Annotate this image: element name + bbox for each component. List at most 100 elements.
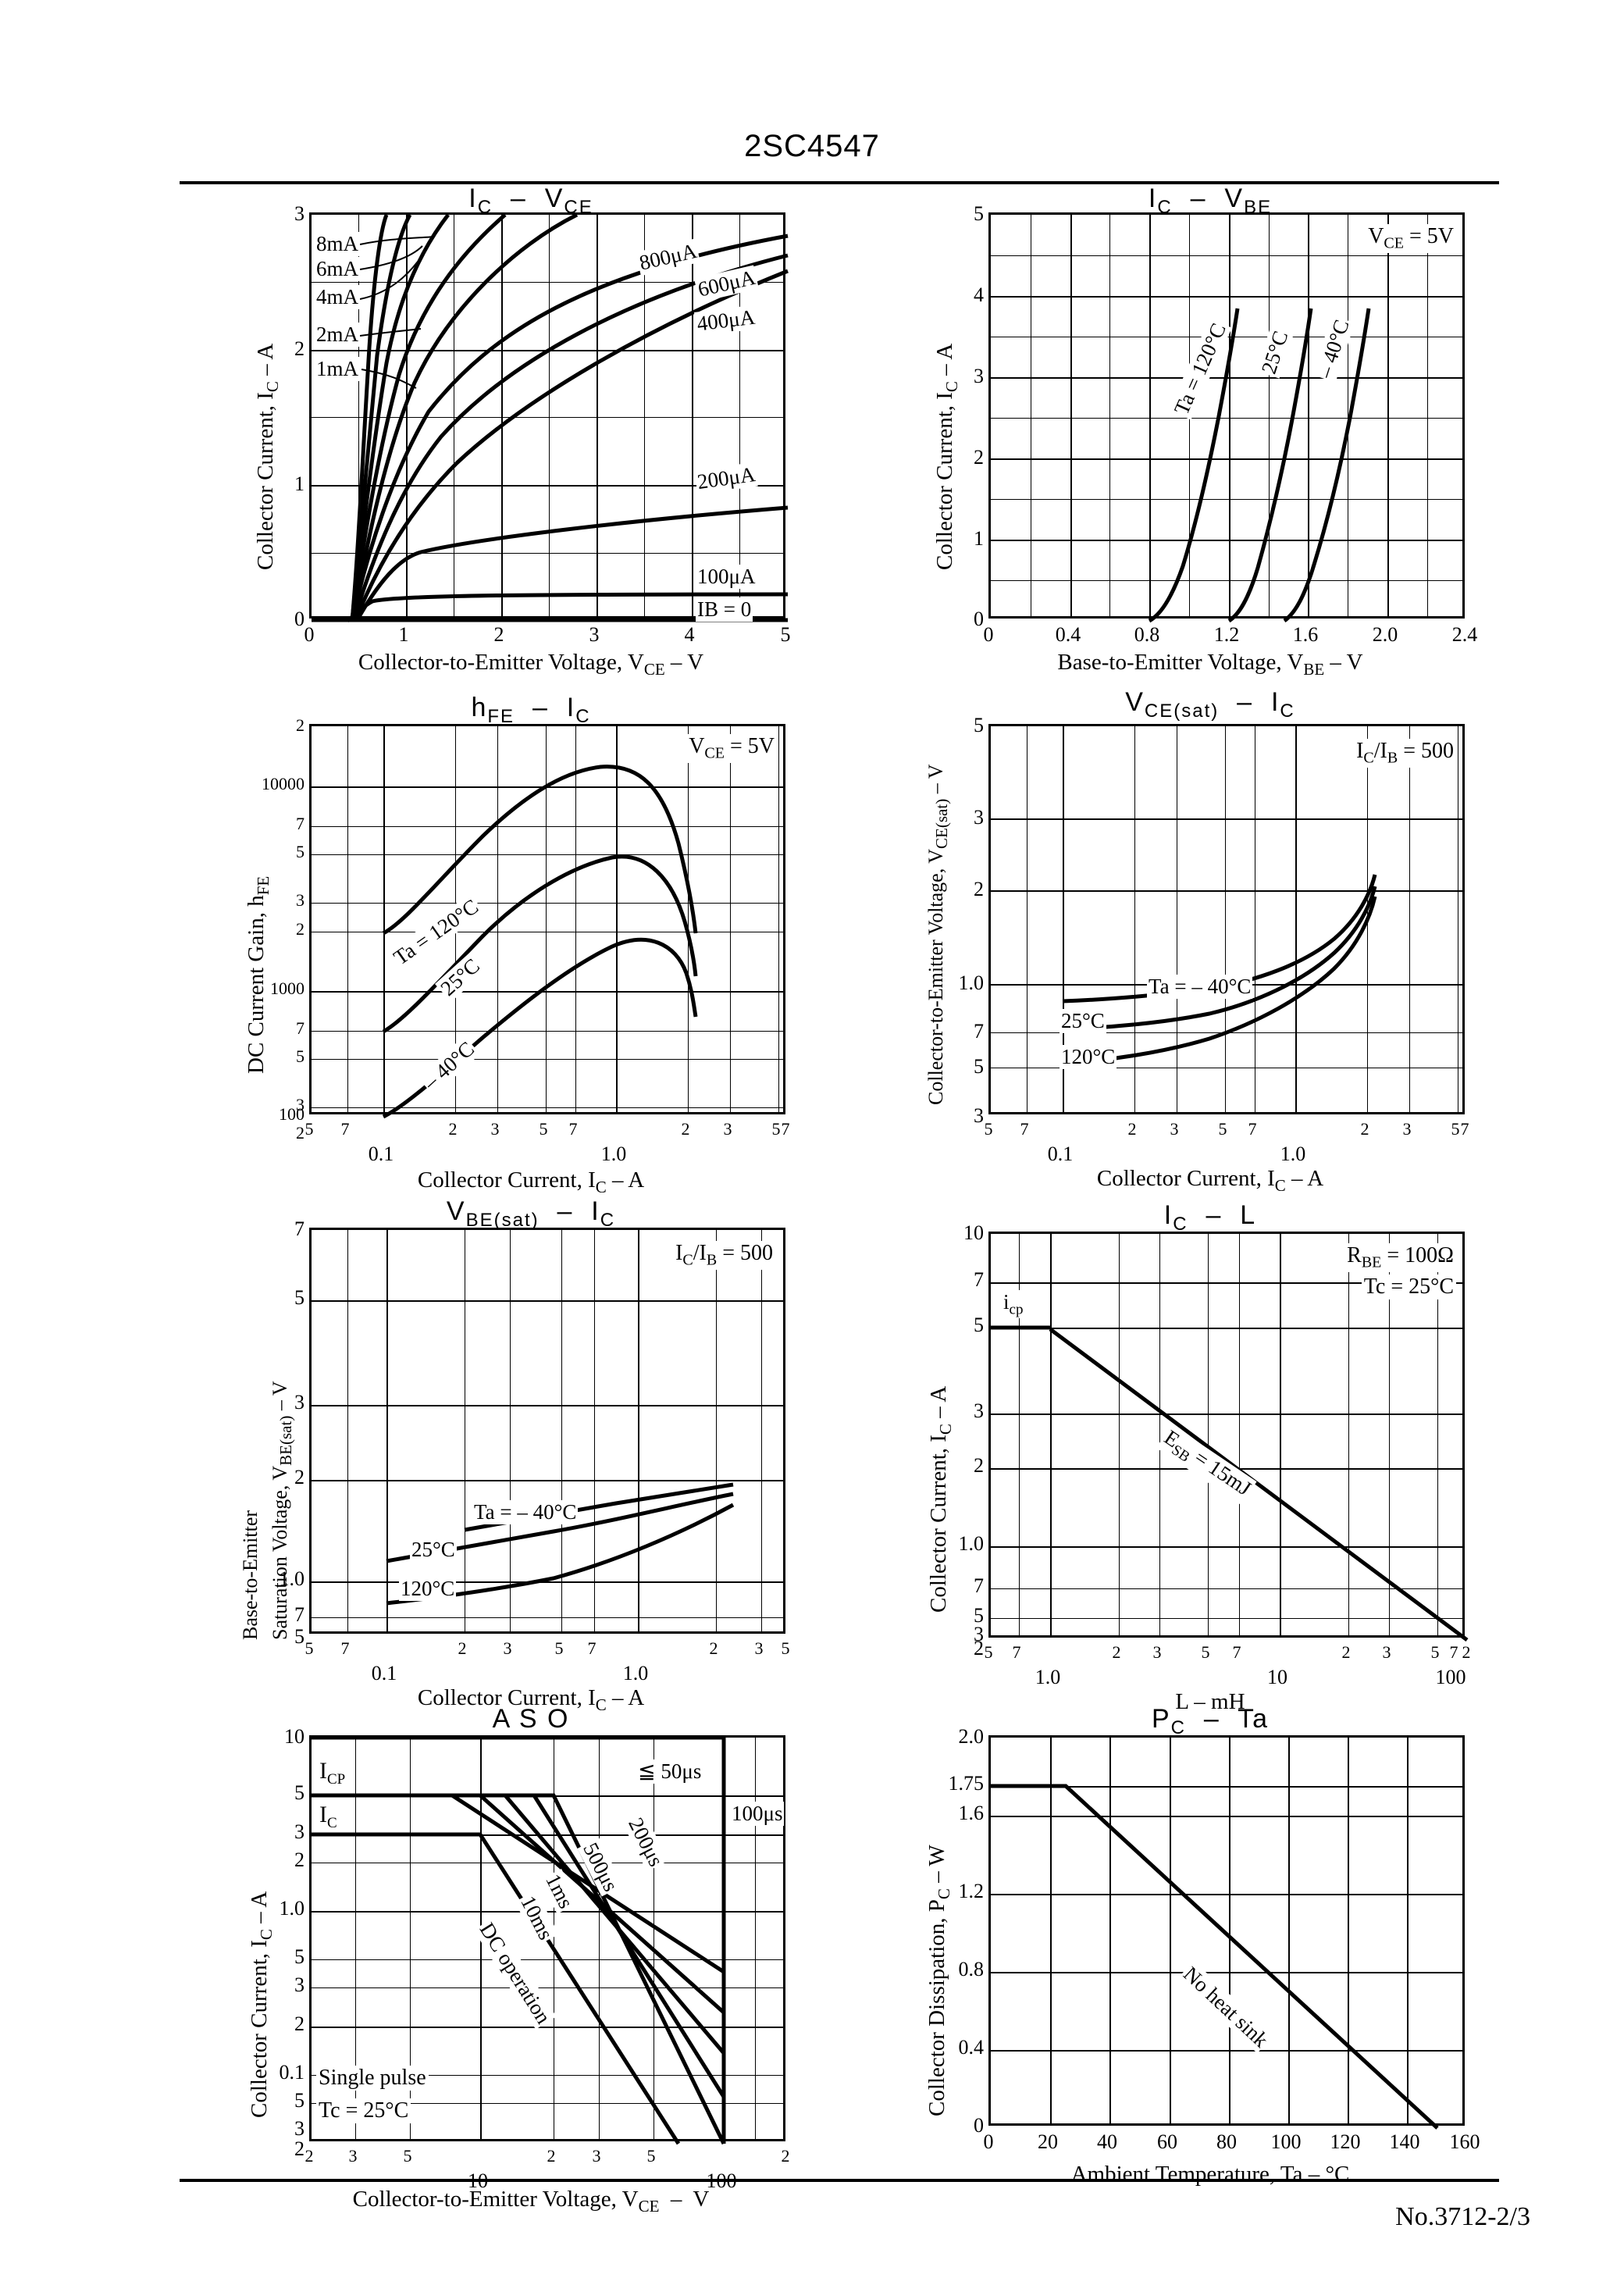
ytick: 5 (296, 1046, 304, 1066)
xtick: 5 (1451, 1119, 1460, 1139)
xtick: 7 (1020, 1119, 1029, 1139)
xtick: 2 (1127, 1119, 1137, 1139)
y-axis-label: DC Current Gain, hFE (244, 875, 272, 1074)
xtick: 2.0 (1372, 623, 1398, 646)
ytick: 1 (294, 472, 304, 495)
plot-area: 8mA 6mA 4mA 2mA 1mA 800μA 600μA 400μA 20… (309, 212, 789, 622)
ytick: 1.0 (279, 1567, 305, 1590)
y-axis-label: Collector Current, IC – A (253, 343, 282, 570)
ytick: 5 (974, 714, 984, 736)
ytick: 3 (974, 365, 984, 387)
curve-label-50us: ≦ 50μs (636, 1759, 703, 1784)
xtick: 0.1 (371, 1662, 397, 1684)
y-axis-label: Collector Current, IC – A (932, 343, 961, 570)
condition-note-2: Tc = 25°C (1361, 1274, 1456, 1299)
xtick: 7 (1460, 1119, 1469, 1139)
x-axis-label: Collector Current, IC – A (417, 1168, 645, 1196)
chart-aso: A S O ICP IC ≦ 50μs 100μs (234, 1704, 828, 2216)
ytick: 3 (294, 1391, 304, 1414)
condition-note-2: Tc = 25°C (316, 2098, 411, 2123)
xtick: 0 (983, 623, 994, 646)
xtick: 2.4 (1451, 623, 1478, 646)
xtick: 5 (403, 2146, 412, 2166)
ytick: 3 (974, 806, 984, 829)
xtick: 5 (1201, 1642, 1210, 1662)
xtick: 3 (754, 1638, 764, 1658)
ytick: 2 (294, 1466, 304, 1488)
y-axis-label: Collector Dissipation, PC – W (924, 1845, 953, 2116)
curve-label-25c: 25°C (410, 1538, 457, 1562)
x-axis-label: Collector Current, IC – A (1096, 1166, 1324, 1195)
xtick: 2 (1112, 1642, 1121, 1662)
xtick: 1.0 (1280, 1143, 1306, 1165)
xtick: 1.2 (1213, 623, 1240, 646)
xtick: 7 (340, 1638, 350, 1658)
y-axis-label: Collector-to-Emitter Voltage, VCE(sat) –… (924, 764, 952, 1105)
xtick: 160 (1449, 2130, 1480, 2153)
xtick: 2 (781, 2146, 790, 2166)
xtick: 0.4 (1055, 623, 1081, 646)
curve-label-icp: ICP (318, 1758, 347, 1788)
chart-ic-vbe: IC – VBE VCE = 5V Ta = 120°C 25°C – 40°C… (914, 184, 1507, 679)
xtick: 0.1 (1047, 1143, 1074, 1165)
ytick: 3 (294, 1973, 304, 1996)
x-axis-label: Collector-to-Emitter Voltage, VCE – V (358, 650, 704, 679)
curve-label-120c: 120°C (1060, 1045, 1117, 1069)
xtick: 5 (646, 2146, 656, 2166)
ytick: 3 (974, 1104, 984, 1127)
xtick: 3 (348, 2146, 358, 2166)
ytick: 2 (974, 1637, 984, 1659)
xtick: 2 (681, 1119, 690, 1139)
curve-label-4ma: 4mA (315, 285, 360, 309)
chart-ic-l: IC – L RBE = 100Ω Tc = 25°C icp ESB = 15… (914, 1200, 1507, 1714)
curve-label-m40c: Ta = – 40°C (1147, 975, 1253, 999)
xtick: 100 (706, 2169, 737, 2192)
xtick: 0.1 (368, 1143, 394, 1165)
x-axis-label: Ambient Temperature, Ta – °C (1070, 2162, 1350, 2187)
xtick: 7 (568, 1119, 578, 1139)
curves (1148, 308, 1371, 623)
xtick: 2 (458, 1638, 467, 1658)
curves (382, 765, 698, 1119)
ytick: 7 (294, 1603, 304, 1626)
ytick: 1 (974, 527, 984, 550)
x-axis-label: L – mH (1175, 1689, 1245, 1714)
xtick: 7 (781, 1119, 790, 1139)
ytick: 1.6 (958, 1802, 985, 1824)
ytick: 2 (294, 2012, 304, 2035)
curve-label-8ma: 8mA (315, 232, 360, 256)
xtick: 3 (1170, 1119, 1179, 1139)
condition-note: VCE = 5V (686, 734, 777, 763)
xtick: 3 (1152, 1642, 1162, 1662)
xtick: 60 (1157, 2130, 1177, 2153)
curves (312, 1735, 726, 2145)
curve-label-100ua: 100μA (696, 565, 757, 589)
xtick: 7 (1232, 1642, 1241, 1662)
xtick: 0.8 (1134, 623, 1160, 646)
curves (991, 1784, 1439, 2130)
xtick: 2 (1360, 1119, 1369, 1139)
chart-ic-vce: IC – VCE (234, 184, 828, 679)
ytick: 0.4 (958, 2036, 985, 2059)
ytick: 2 (296, 919, 304, 939)
ytick: 5 (294, 1945, 304, 1968)
ytick: 0 (294, 608, 304, 630)
plot-area: VCE = 5V Ta = 120°C 25°C – 40°C (988, 212, 1465, 623)
xtick: 40 (1097, 2130, 1117, 2153)
xtick: 5 (1430, 1642, 1440, 1662)
xtick: 2 (493, 623, 504, 646)
curve-label-ic: IC (318, 1802, 339, 1832)
xtick: 5 (781, 1638, 790, 1658)
curve-label-icp: icp (1002, 1290, 1025, 1319)
xtick: 1.0 (1035, 1666, 1061, 1688)
plot-area: IC/IB = 500 Ta = – 40°C 25°C 120°C (988, 724, 1465, 1114)
xtick: 5 (984, 1642, 993, 1662)
ytick: 3 (294, 2117, 304, 2140)
curves (1062, 874, 1377, 1066)
condition-note: IC/IB = 500 (673, 1241, 775, 1270)
ytick: 100 (279, 1104, 304, 1124)
xtick: 1 (398, 623, 409, 646)
ytick: 1.2 (958, 1880, 985, 1902)
condition-note-1: Single pulse (316, 2066, 429, 2091)
ytick: 4 (974, 283, 984, 306)
